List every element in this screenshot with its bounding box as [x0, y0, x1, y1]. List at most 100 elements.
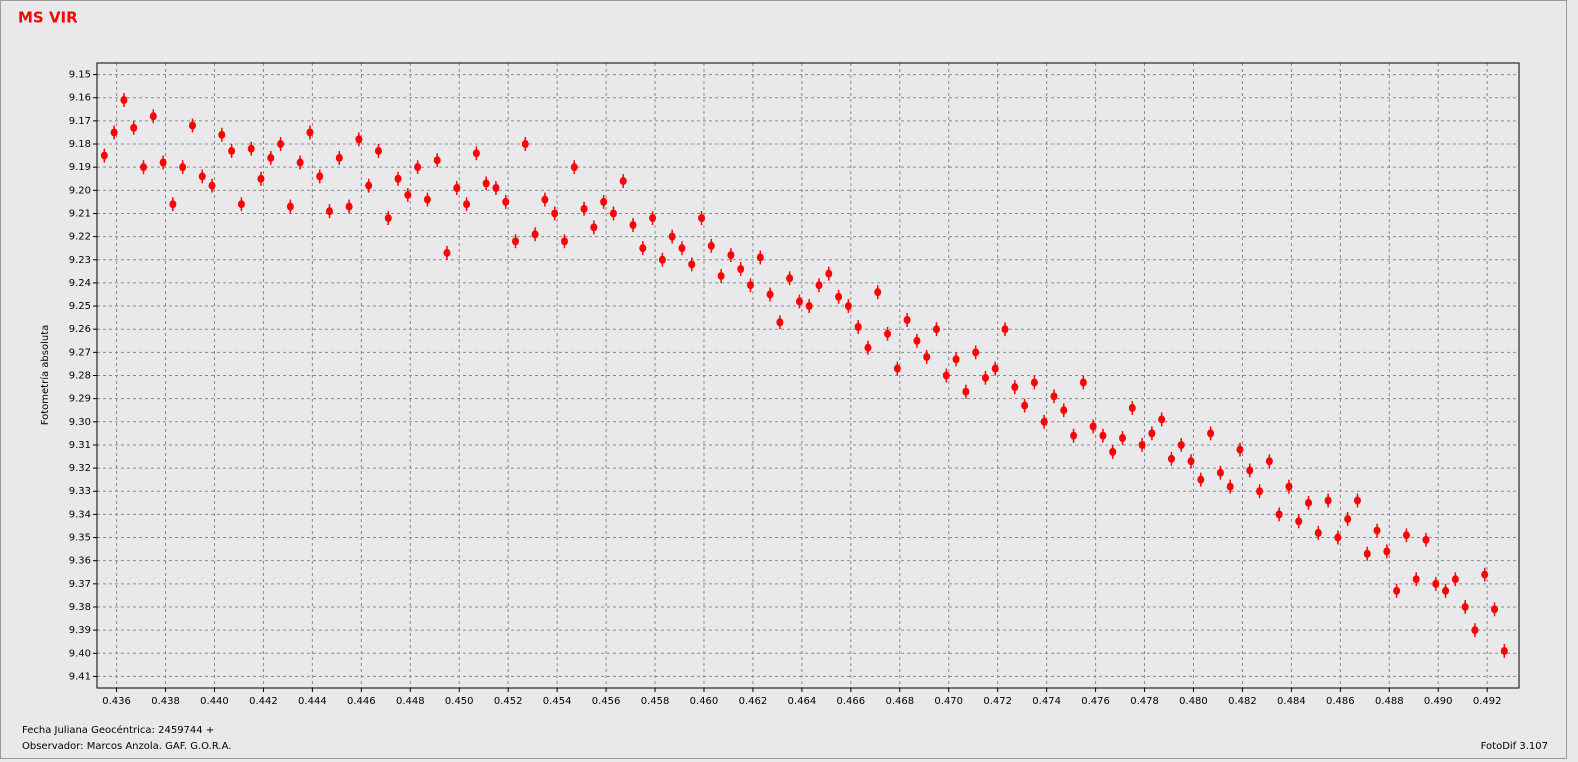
point	[1001, 325, 1009, 334]
point	[1334, 533, 1342, 542]
y-tick-label: 9.15	[69, 70, 91, 81]
point	[188, 121, 196, 130]
x-tick-label: 0.466	[837, 696, 866, 707]
y-tick-label: 9.19	[69, 162, 91, 173]
point	[658, 255, 666, 264]
point	[825, 269, 833, 278]
x-tick-label: 0.454	[543, 696, 572, 707]
y-tick-label: 9.37	[69, 579, 91, 590]
point	[1050, 392, 1058, 401]
point	[1021, 401, 1029, 410]
point	[874, 288, 882, 297]
y-tick-label: 9.22	[69, 232, 91, 243]
point	[1363, 549, 1371, 558]
y-tick-label: 9.21	[69, 208, 91, 219]
point	[717, 271, 725, 280]
point	[1236, 445, 1244, 454]
point	[306, 128, 314, 137]
point	[140, 163, 148, 172]
point	[580, 204, 588, 213]
point	[208, 181, 216, 190]
point	[404, 190, 412, 199]
point	[531, 230, 539, 239]
point	[247, 144, 255, 153]
point	[1040, 417, 1048, 426]
point	[942, 371, 950, 380]
point	[521, 140, 529, 149]
observer: Observador: Marcos Anzola. GAF. G.O.R.A.	[22, 741, 231, 752]
y-tick-label: 9.30	[69, 417, 91, 428]
point	[1060, 406, 1068, 415]
x-tick-label: 0.442	[249, 696, 278, 707]
point	[1451, 575, 1459, 584]
x-tick-label: 0.490	[1424, 696, 1453, 707]
point	[795, 297, 803, 306]
x-tick-label: 0.456	[592, 696, 621, 707]
y-tick-label: 9.17	[69, 116, 91, 127]
point	[737, 265, 745, 274]
y-tick-label: 9.39	[69, 625, 91, 636]
y-tick-label: 9.16	[69, 93, 91, 104]
point	[1226, 482, 1234, 491]
point	[570, 163, 578, 172]
y-tick-label: 9.25	[69, 301, 91, 312]
point	[1373, 526, 1381, 535]
point	[668, 232, 676, 241]
x-tick-label: 0.478	[1130, 696, 1159, 707]
point	[1393, 586, 1401, 595]
point	[257, 174, 265, 183]
point	[169, 200, 177, 209]
point	[913, 336, 921, 345]
point	[1197, 475, 1205, 484]
point	[1128, 403, 1136, 412]
x-tick-label: 0.482	[1228, 696, 1257, 707]
y-tick-label: 9.23	[69, 255, 91, 266]
point	[1089, 422, 1097, 431]
point	[864, 343, 872, 352]
y-tick-label: 9.38	[69, 602, 91, 613]
point	[619, 177, 627, 186]
point	[120, 96, 128, 105]
point	[688, 260, 696, 269]
point	[1011, 383, 1019, 392]
point	[991, 364, 999, 373]
x-tick-label: 0.474	[1032, 696, 1061, 707]
point	[1491, 605, 1499, 614]
x-tick-label: 0.480	[1179, 696, 1208, 707]
point	[394, 174, 402, 183]
plot-border	[96, 62, 1520, 689]
point	[844, 302, 852, 311]
y-tick-label: 9.20	[69, 185, 91, 196]
point	[492, 184, 500, 192]
y-tick-label: 9.31	[69, 440, 91, 451]
y-tick-label: 9.35	[69, 533, 91, 544]
point	[1500, 646, 1508, 655]
point	[1285, 482, 1293, 491]
point	[433, 156, 441, 165]
point	[1471, 626, 1479, 635]
x-tick-label: 0.492	[1473, 696, 1502, 707]
point	[1344, 515, 1352, 524]
point	[1158, 415, 1166, 424]
x-tick-label: 0.468	[885, 696, 914, 707]
point	[1383, 547, 1391, 556]
point	[472, 149, 480, 158]
point	[1265, 457, 1273, 466]
point	[179, 163, 187, 172]
x-tick-label: 0.448	[396, 696, 425, 707]
point	[1353, 496, 1361, 505]
point	[903, 315, 911, 324]
point	[365, 181, 373, 190]
point	[893, 364, 901, 373]
point	[296, 158, 304, 167]
point	[1412, 575, 1420, 584]
point	[639, 244, 647, 253]
point	[1070, 431, 1078, 440]
point	[609, 209, 617, 218]
point	[228, 146, 236, 155]
x-tick-label: 0.488	[1375, 696, 1404, 707]
point	[707, 241, 715, 250]
point	[1138, 440, 1146, 449]
point	[423, 195, 431, 204]
